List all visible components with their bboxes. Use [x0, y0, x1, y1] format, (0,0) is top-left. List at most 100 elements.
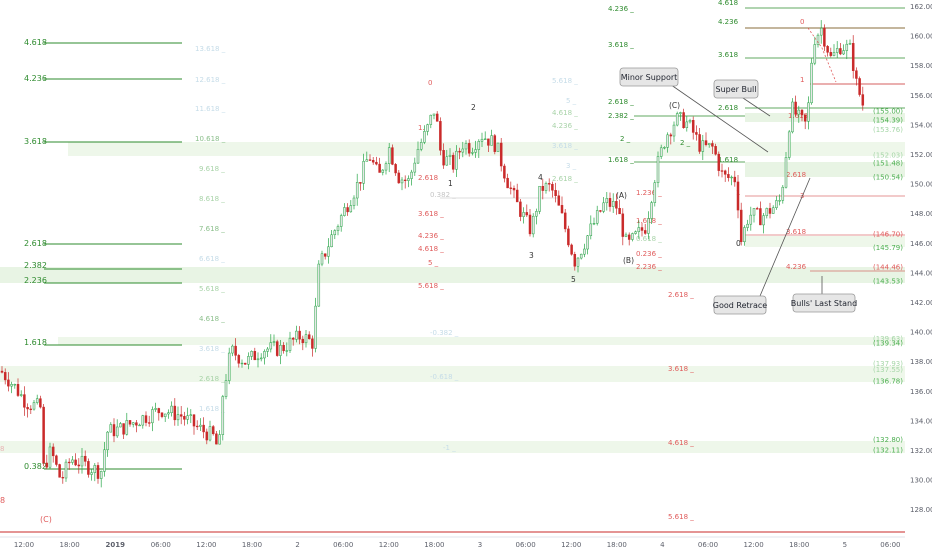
candle-body	[570, 244, 573, 255]
candle-body	[298, 330, 301, 340]
candle-body	[666, 134, 669, 148]
candle-body	[794, 101, 797, 115]
candle-body	[163, 413, 167, 417]
candle-body	[35, 398, 39, 403]
dashed-projection	[807, 27, 837, 83]
candle-body	[218, 434, 221, 445]
fib-label: 2.236	[24, 276, 47, 285]
svg-text:4.618 _: 4.618 _	[668, 439, 694, 447]
candle-body	[810, 62, 813, 104]
candle-body	[128, 420, 132, 425]
candle-body	[42, 406, 45, 464]
svg-text:3.618 _: 3.618 _	[418, 210, 444, 218]
callout-bulls-last-stand[interactable]: Bulls' Last Stand	[791, 276, 857, 313]
price-tags: (155.00)(154.39)(153.76) (152.03)(151.48)…	[873, 108, 903, 455]
x-axis: 12:00 18:00 2019 06:00 12:00 18:00 2 06:00 12:00…	[0, 536, 905, 549]
svg-text:13.618 _: 13.618 _	[195, 45, 226, 53]
candle-body	[531, 215, 535, 235]
candle-body	[266, 348, 269, 352]
candle-body	[231, 345, 234, 354]
candle-body	[435, 113, 439, 122]
candle-body	[496, 142, 500, 152]
wave-label-c: (C)	[40, 515, 52, 524]
fib-label: 2.382	[24, 261, 47, 270]
candle-body	[730, 176, 733, 179]
candle-body	[672, 124, 676, 137]
svg-text:0: 0	[428, 79, 432, 87]
svg-text:-0.382 _: -0.382 _	[430, 329, 459, 337]
x-tick-label: 3	[478, 541, 482, 549]
callout-label: Good Retrace	[713, 301, 767, 310]
candle-body	[487, 138, 490, 146]
svg-text:0: 0	[800, 18, 804, 26]
candle-body	[506, 177, 509, 189]
candle-body	[458, 150, 461, 153]
candle-body	[3, 372, 7, 381]
svg-text:2.618: 2.618	[418, 174, 438, 182]
candle-body	[144, 415, 148, 423]
candle-body	[595, 210, 599, 224]
candle-body	[151, 409, 154, 424]
candle-body	[685, 121, 689, 129]
callout-minor-support[interactable]: Minor Support	[619, 67, 769, 153]
price-tag: (143.53)	[873, 277, 903, 285]
candle-body	[115, 426, 119, 437]
candle-body	[26, 407, 29, 410]
candle-body	[442, 150, 445, 166]
candle-body	[755, 208, 759, 210]
candle-body	[77, 464, 81, 467]
candle-body	[752, 208, 756, 216]
candle-body	[503, 165, 506, 179]
candle-body	[32, 402, 36, 410]
candle-body	[544, 183, 548, 191]
svg-text:1.: 1.	[418, 124, 425, 132]
candle-body	[384, 163, 388, 171]
y-tick-label: 128.00	[910, 506, 932, 514]
candle-body	[637, 227, 641, 232]
candle-body	[723, 170, 727, 175]
candle-body	[320, 253, 324, 265]
candle-body	[650, 202, 653, 219]
candle-body	[698, 134, 701, 152]
y-tick-label: 134.00	[910, 417, 932, 425]
candle-body	[125, 420, 129, 435]
candle-body	[653, 182, 657, 203]
y-axis: 162.00 160.00 158.00 156.00 154.00 152.00 150.…	[910, 3, 932, 514]
svg-text:1.236 _: 1.236 _	[636, 189, 662, 197]
candle-body	[567, 228, 570, 246]
support-zones	[0, 113, 905, 453]
candle-body	[359, 182, 362, 184]
candle-body	[173, 405, 177, 421]
candle-body	[10, 384, 13, 387]
candle-body	[0, 370, 4, 373]
candle-body	[829, 52, 833, 56]
y-tick-label: 162.00	[910, 3, 932, 11]
price-tag: (137.93)	[873, 360, 903, 368]
callout-super-bull[interactable]: Super Bull	[713, 79, 771, 117]
svg-text:2: 2	[471, 103, 476, 112]
candle-body	[663, 147, 666, 149]
candle-body	[387, 147, 391, 164]
fib-labels: 4.618 4.236 3.618 2.618 2.382 2.236 1.61…	[0, 38, 52, 524]
candle-body	[762, 215, 765, 226]
candle-body	[800, 109, 804, 116]
zone-good-retrace	[745, 236, 905, 247]
svg-text:1: 1	[800, 76, 804, 84]
candle-body	[394, 164, 397, 174]
candle-body	[400, 179, 404, 184]
svg-text:2 _: 2 _	[620, 135, 631, 143]
callout-good-retrace[interactable]: Good Retrace	[713, 177, 811, 315]
candle-body	[307, 334, 311, 340]
candle-body	[391, 147, 394, 165]
candle-body	[205, 431, 209, 441]
candle-body	[704, 140, 708, 145]
candle-body	[563, 212, 567, 230]
x-tick-label: 5	[843, 541, 847, 549]
candle-body	[551, 183, 554, 191]
candle-body	[352, 197, 356, 206]
fib-label: 2.618	[24, 239, 47, 248]
candle-body	[154, 408, 157, 410]
x-tick-label: 2019	[105, 541, 125, 549]
svg-text:4.236 _: 4.236 _	[418, 232, 444, 240]
